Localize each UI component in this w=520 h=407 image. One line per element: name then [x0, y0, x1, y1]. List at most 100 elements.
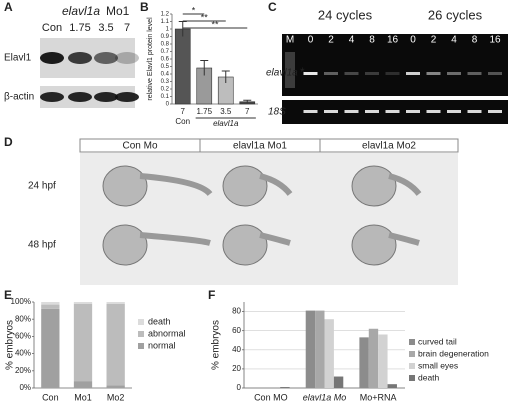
gene-label: elavl1a	[62, 4, 100, 18]
panel-label: E	[4, 288, 12, 302]
y-tick-label: 0.9	[161, 34, 170, 40]
band	[467, 110, 482, 113]
y-axis-label: % embryos	[211, 320, 222, 370]
significance-label: **	[201, 12, 209, 22]
y-tick-label: 0.5	[161, 64, 170, 70]
embryo	[102, 165, 148, 207]
ladder	[285, 52, 295, 88]
group-label: 24 cycles	[318, 7, 373, 22]
band	[40, 92, 64, 102]
legend-label: death	[418, 372, 440, 382]
bar	[333, 376, 344, 388]
embryo	[351, 224, 397, 266]
lane-label: 8	[369, 35, 375, 46]
y-tick-label: 1.1	[161, 19, 170, 25]
lane-label: 3.5	[98, 22, 113, 34]
row-label: 18S	[268, 107, 286, 118]
y-tick-label: 0.3	[161, 79, 170, 85]
panel-label: F	[208, 288, 215, 302]
legend-label: brain degeneration	[418, 348, 489, 358]
x-tick-label: 7	[245, 107, 250, 116]
column-header: Con Mo	[122, 141, 157, 152]
legend-swatch	[138, 319, 144, 325]
bar-segment	[41, 302, 60, 305]
x-tick-label: Mo+RNA	[360, 392, 397, 402]
bar	[305, 310, 316, 388]
y-tick-label: 1.2	[161, 12, 170, 18]
x-tick-label: Con	[42, 392, 59, 402]
embryo	[222, 165, 268, 207]
embryo	[102, 224, 148, 266]
x-tick-label: elavl1a Mo	[303, 392, 347, 402]
x-tick-label: Con MO	[254, 392, 288, 402]
band	[406, 72, 420, 75]
bar-segment	[106, 302, 125, 304]
band	[94, 52, 118, 64]
legend-swatch	[138, 331, 144, 337]
band	[365, 110, 379, 113]
band	[426, 72, 441, 75]
group-label: 26 cycles	[428, 7, 483, 22]
bar-segment	[106, 385, 125, 388]
bar-segment	[73, 303, 93, 382]
y-tick-label: 40	[232, 345, 241, 354]
legend-label: curved tail	[418, 336, 457, 346]
panel-label: D	[4, 135, 13, 149]
band	[324, 72, 338, 75]
y-tick-label: 0.6	[161, 57, 170, 63]
band	[365, 72, 379, 75]
y-tick-label: 0.7	[161, 49, 170, 55]
legend-swatch	[409, 363, 415, 369]
legend-swatch	[409, 351, 415, 357]
band	[447, 72, 461, 75]
band	[40, 52, 64, 64]
bar	[359, 337, 369, 388]
lane-label: 0	[410, 35, 416, 46]
panel-label: C	[268, 0, 277, 14]
legend-label: small eyes	[418, 360, 458, 370]
lane-label: 4	[349, 35, 355, 46]
band	[406, 110, 420, 113]
bar	[387, 384, 397, 388]
y-tick-label: 80	[232, 307, 241, 316]
band	[447, 110, 461, 113]
lane-label: M	[286, 35, 294, 46]
bar	[174, 28, 191, 105]
y-tick-label: 0	[166, 102, 170, 108]
band	[115, 92, 139, 102]
band	[344, 110, 359, 113]
bar	[280, 387, 290, 388]
lane-label: 4	[451, 35, 457, 46]
y-tick-label: 100%	[11, 297, 31, 306]
lane-label: 7	[124, 22, 130, 34]
row-label: 24 hpf	[28, 181, 56, 192]
panel-label: B	[140, 0, 149, 14]
bar	[324, 319, 334, 388]
y-tick-label: 20%	[15, 366, 31, 375]
band	[68, 52, 92, 64]
row-label: Elavl1	[4, 53, 32, 64]
band	[488, 72, 502, 75]
bar	[378, 334, 388, 388]
y-tick-label: 0.1	[161, 94, 170, 100]
y-tick-label: 60	[232, 326, 241, 335]
y-tick-label: 60%	[15, 332, 31, 341]
band	[324, 110, 338, 113]
band	[344, 72, 359, 75]
group-label: Con	[175, 117, 190, 126]
y-tick-label: 0.8	[161, 42, 170, 48]
lane-label: 2	[431, 35, 437, 46]
embryo-tail	[139, 173, 213, 197]
lane-label: 16	[387, 35, 399, 46]
band	[385, 72, 400, 75]
legend-label: normal	[148, 340, 176, 350]
bar-segment	[73, 381, 93, 388]
band	[488, 110, 502, 113]
embryo	[351, 165, 397, 207]
row-label: elavl1a	[266, 68, 298, 79]
band	[303, 72, 318, 75]
legend-label: death	[148, 316, 171, 326]
x-tick-label: 7	[181, 107, 186, 116]
bar-segment	[41, 308, 60, 388]
marker: *	[300, 65, 305, 79]
